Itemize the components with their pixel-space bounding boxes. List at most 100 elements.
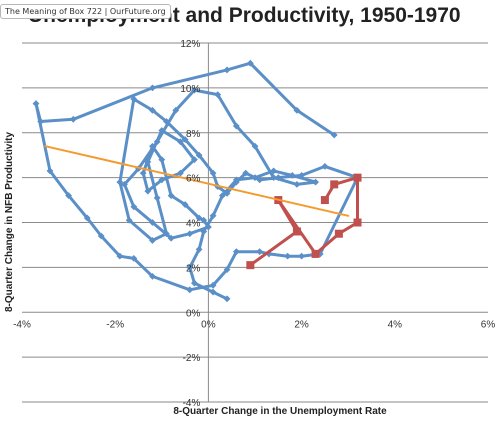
data-point-square: [311, 249, 320, 258]
data-point-diamond: [232, 176, 240, 184]
data-point-diamond: [181, 136, 189, 143]
x-tick-label: -4%: [13, 319, 31, 330]
data-point-diamond: [46, 167, 54, 175]
data-point-diamond: [223, 189, 231, 197]
x-tick-label: 6%: [481, 319, 496, 330]
y-tick-label: -2%: [183, 353, 201, 364]
data-point-diamond: [191, 86, 198, 94]
y-tick-label: 2%: [186, 263, 201, 274]
data-point-diamond: [232, 248, 240, 256]
data-point-diamond: [69, 115, 77, 123]
data-point-diamond: [167, 192, 175, 199]
data-point-diamond: [209, 281, 217, 289]
data-point-diamond: [256, 248, 264, 256]
data-point-diamond: [293, 180, 301, 188]
data-point-diamond: [200, 228, 208, 235]
data-point-diamond: [246, 59, 254, 67]
data-point-diamond: [149, 219, 156, 226]
data-point-square: [330, 180, 339, 189]
data-point-diamond: [232, 122, 240, 130]
data-point-diamond: [191, 156, 198, 164]
data-point-diamond: [121, 180, 128, 188]
data-point-diamond: [298, 252, 305, 260]
data-point-diamond: [149, 237, 156, 244]
data-point-diamond: [191, 279, 198, 287]
data-point-diamond: [130, 95, 138, 103]
data-point-diamond: [65, 192, 72, 199]
tick-labels: -4% -2% 0% 2% 4% 6% 8% 10% 12% -4% -2% 0% 2% 4% 6%: [13, 39, 495, 409]
data-point-diamond: [153, 138, 161, 146]
x-tick-label: -2%: [106, 319, 124, 330]
data-point-diamond: [209, 288, 217, 296]
data-point-diamond: [116, 178, 124, 186]
data-point-square: [353, 173, 362, 182]
data-point-diamond: [330, 131, 338, 139]
y-tick-label: 10%: [180, 84, 200, 95]
data-point-diamond: [153, 194, 161, 202]
data-point-diamond: [149, 84, 156, 92]
data-point-diamond: [186, 263, 194, 271]
data-point-diamond: [130, 203, 138, 211]
y-tick-label: -4%: [183, 398, 201, 409]
data-point-diamond: [214, 91, 222, 99]
data-point-diamond: [163, 118, 170, 125]
data-point-diamond: [209, 212, 217, 220]
data-point-square: [320, 196, 329, 205]
data-point-diamond: [172, 106, 180, 114]
data-point-diamond: [242, 169, 250, 177]
data-point-diamond: [284, 252, 292, 260]
data-point-diamond: [116, 252, 124, 260]
data-point-diamond: [144, 158, 152, 166]
data-point-diamond: [167, 234, 175, 242]
data-point-square: [334, 229, 343, 238]
data-point-diamond: [158, 176, 166, 184]
series-2-line: [248, 176, 359, 267]
data-point-diamond: [270, 174, 278, 182]
data-point-diamond: [298, 171, 305, 179]
series-layer: [32, 59, 362, 303]
data-point-diamond: [186, 286, 194, 294]
data-point-diamond: [181, 201, 189, 208]
data-point-diamond: [223, 66, 231, 74]
y-tick-label: 6%: [186, 174, 201, 185]
y-tick-label: 0%: [186, 308, 201, 319]
y-tick-label: 8%: [186, 129, 201, 140]
x-axis-label: 8-Quarter Change in the Unemployment Rat…: [173, 406, 387, 417]
data-point-diamond: [125, 216, 133, 224]
y-axis-label: 8-Quarter Change in NFB Productivity: [4, 132, 15, 312]
x-tick-label: 2%: [294, 319, 309, 330]
data-point-diamond: [32, 100, 40, 107]
data-point-diamond: [177, 138, 184, 146]
data-point-diamond: [251, 174, 259, 182]
data-point-diamond: [158, 156, 166, 164]
data-point-diamond: [218, 192, 226, 199]
data-point-diamond: [195, 246, 203, 253]
data-point-diamond: [158, 127, 166, 134]
series-1-line: [34, 61, 359, 301]
trend-line: [44, 145, 350, 217]
data-point-diamond: [163, 230, 170, 238]
y-tick-label: 12%: [180, 39, 200, 50]
data-point-diamond: [83, 214, 91, 222]
data-point-diamond: [312, 178, 319, 186]
data-point-diamond: [223, 266, 231, 274]
y-tick-label: 4%: [186, 219, 201, 230]
data-point-diamond: [195, 214, 203, 222]
browser-tab-label[interactable]: The Meaning of Box 722 | OurFuture.org: [0, 4, 171, 19]
data-point-square: [246, 261, 255, 270]
data-point-diamond: [149, 272, 156, 280]
data-point-diamond: [186, 230, 194, 238]
data-point-diamond: [270, 167, 278, 175]
data-point-diamond: [209, 169, 217, 177]
data-point-diamond: [200, 216, 208, 224]
data-point-diamond: [144, 187, 152, 195]
data-point-diamond: [321, 163, 329, 170]
data-point-diamond: [256, 176, 264, 184]
x-tick-label: 4%: [388, 319, 403, 330]
data-point-diamond: [149, 106, 156, 114]
x-tick-label: 0%: [201, 319, 216, 330]
data-point-diamond: [97, 232, 105, 240]
data-point-diamond: [251, 142, 259, 150]
data-point-diamond: [149, 142, 156, 150]
